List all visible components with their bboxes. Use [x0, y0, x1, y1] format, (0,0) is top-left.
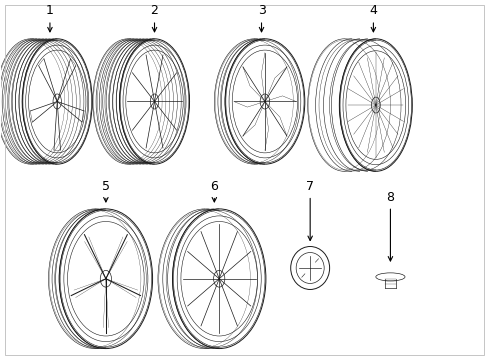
Text: 3: 3 — [257, 4, 265, 32]
Text: 6: 6 — [210, 180, 218, 202]
Text: 8: 8 — [386, 190, 394, 261]
Text: 7: 7 — [305, 180, 313, 240]
Text: 2: 2 — [150, 4, 158, 32]
Text: 4: 4 — [369, 4, 377, 32]
Text: 5: 5 — [102, 180, 110, 202]
Text: 1: 1 — [46, 4, 54, 32]
